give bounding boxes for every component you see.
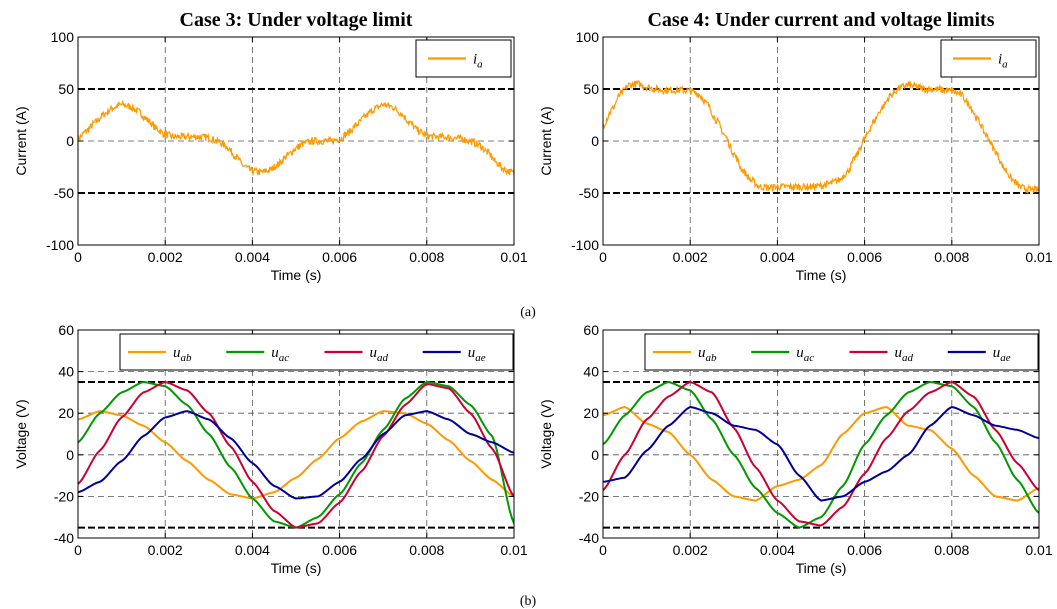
x-tick-label: 0.008	[409, 542, 444, 558]
chart-panel-4: 0 0.002 0.004 0.006 0.008 0.01 -40 -20 0 20 40 60 Ti…	[538, 322, 1053, 576]
y-tick-label: 40	[58, 364, 74, 380]
panel-label-b: (b)	[520, 594, 537, 609]
x-tick-label: 0	[74, 249, 82, 265]
x-tick-label: 0.008	[934, 249, 969, 265]
y-tick-label: 40	[583, 364, 599, 380]
y-tick-label: -40	[579, 530, 599, 546]
x-tick-label: 0.002	[673, 542, 708, 558]
x-tick-label: 0.006	[322, 249, 357, 265]
series-line-u-ae	[78, 410, 514, 500]
x-tick-label: 0.008	[934, 542, 969, 558]
series-line-u-ad	[603, 380, 1039, 527]
x-tick-label: 0.004	[760, 542, 795, 558]
x-tick-label: 0.008	[409, 249, 444, 265]
x-axis-label: Time (s)	[796, 560, 847, 576]
x-tick-label: 0	[74, 542, 82, 558]
x-tick-label: 0.01	[1025, 542, 1052, 558]
x-tick-label: 0	[599, 542, 607, 558]
x-tick-label: 0.006	[322, 542, 357, 558]
chart-title: Case 3: Under voltage limit	[180, 9, 413, 31]
x-tick-label: 0.01	[500, 542, 527, 558]
x-tick-label: 0.002	[673, 249, 708, 265]
x-axis-label: Time (s)	[271, 560, 322, 576]
y-tick-label: -100	[46, 237, 74, 253]
series-line-u-ab	[603, 405, 1039, 502]
legend-label: uad	[895, 345, 914, 364]
series-line-u-ac	[603, 380, 1039, 529]
x-tick-label: 0.01	[1025, 249, 1052, 265]
y-tick-label: 0	[66, 447, 74, 463]
x-tick-label: 0.01	[500, 249, 527, 265]
chart-panel-2: Case 4: Under current and voltage limits…	[538, 9, 1053, 283]
x-axis-label: Time (s)	[796, 267, 847, 283]
legend-label: uad	[370, 345, 389, 364]
panel-label-a: (a)	[520, 305, 536, 320]
series-line-i-a	[78, 99, 514, 177]
legend-label: ia	[473, 52, 483, 71]
chart-panel-1: Case 3: Under voltage limit 0 0.002 0.004 0.…	[13, 9, 528, 283]
y-tick-label: 60	[58, 322, 74, 338]
y-tick-label: 50	[58, 81, 74, 97]
plot-frame	[602, 329, 1040, 539]
chart-panel-3: 0 0.002 0.004 0.006 0.008 0.01 -40 -20 0 20 40 60 Ti…	[13, 322, 528, 576]
x-tick-label: 0.004	[235, 249, 270, 265]
legend-label: uac	[796, 345, 814, 364]
y-tick-label: 0	[591, 447, 599, 463]
y-tick-label: -40	[54, 530, 74, 546]
series-line-u-ad	[78, 380, 514, 529]
y-tick-label: 100	[576, 29, 600, 45]
y-tick-label: 50	[583, 81, 599, 97]
x-tick-label: 0.006	[847, 542, 882, 558]
legend-label: uab	[173, 345, 192, 364]
series-line-i-a	[603, 80, 1039, 195]
x-tick-label: 0.006	[847, 249, 882, 265]
x-tick-label: 0.002	[148, 542, 183, 558]
y-tick-label: -50	[54, 185, 74, 201]
y-tick-label: 20	[583, 405, 599, 421]
y-tick-label: 20	[58, 405, 74, 421]
y-axis-label: Current (A)	[538, 106, 554, 175]
y-axis-label: Current (A)	[13, 106, 29, 175]
legend-label: ia	[998, 52, 1008, 71]
legend-label: uae	[468, 345, 486, 364]
chart-title: Case 4: Under current and voltage limits	[647, 9, 994, 31]
y-axis-label: Voltage (V)	[538, 399, 554, 468]
y-tick-label: 0	[591, 133, 599, 149]
y-tick-label: -20	[579, 488, 599, 504]
plot-frame	[77, 329, 515, 539]
y-tick-label: 100	[51, 29, 75, 45]
legend-label: uab	[698, 345, 717, 364]
y-tick-label: 60	[583, 322, 599, 338]
y-tick-label: -50	[579, 185, 599, 201]
x-axis-label: Time (s)	[271, 267, 322, 283]
x-tick-label: 0.004	[235, 542, 270, 558]
y-tick-label: 0	[66, 133, 74, 149]
legend-label: uac	[271, 345, 289, 364]
legend-label: uae	[993, 345, 1011, 364]
x-tick-label: 0.004	[760, 249, 795, 265]
y-axis-label: Voltage (V)	[13, 399, 29, 468]
y-tick-label: -100	[571, 237, 599, 253]
x-tick-label: 0	[599, 249, 607, 265]
x-tick-label: 0.002	[148, 249, 183, 265]
series-line-u-ae	[603, 405, 1039, 502]
y-tick-label: -20	[54, 488, 74, 504]
